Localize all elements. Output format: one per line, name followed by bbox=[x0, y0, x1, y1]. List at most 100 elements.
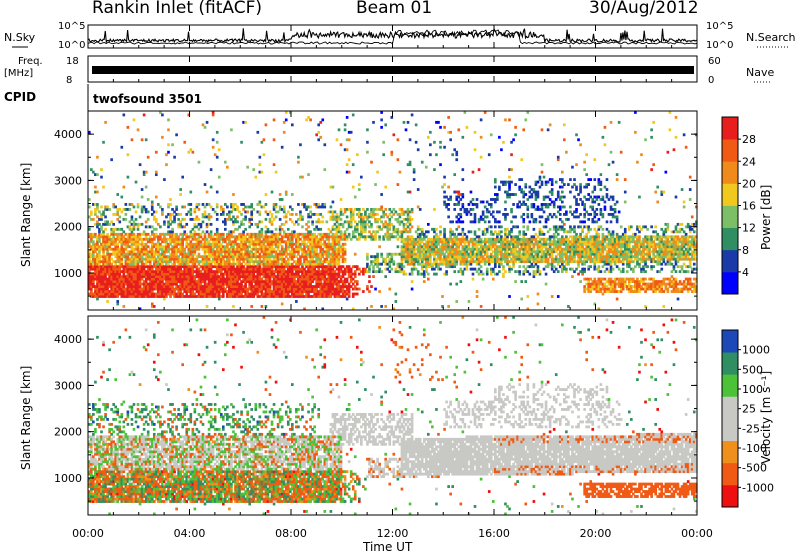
power-cell bbox=[224, 220, 227, 224]
power-cell bbox=[504, 183, 507, 186]
power-cell bbox=[317, 285, 321, 288]
power-cell bbox=[437, 265, 440, 269]
power-cell bbox=[207, 242, 211, 246]
power-cell bbox=[215, 255, 219, 259]
power-cell bbox=[258, 295, 262, 298]
power-cell bbox=[280, 240, 284, 244]
power-cell bbox=[264, 225, 268, 229]
power-cell bbox=[258, 272, 262, 276]
power-cell bbox=[337, 242, 341, 246]
power-cell bbox=[108, 222, 111, 226]
power-cell bbox=[209, 230, 213, 234]
power-cell bbox=[96, 290, 99, 293]
power-cell bbox=[240, 240, 243, 244]
power-cell bbox=[455, 252, 459, 256]
power-cell bbox=[175, 292, 178, 296]
power-cell bbox=[211, 235, 215, 239]
power-cell bbox=[429, 257, 432, 261]
power-cell bbox=[276, 272, 280, 276]
freq-tick-bottom: 8 bbox=[66, 75, 72, 86]
power-cell bbox=[183, 270, 187, 274]
power-cell bbox=[347, 290, 351, 293]
power-cell bbox=[240, 287, 243, 291]
power-cell bbox=[433, 262, 436, 266]
power-cell bbox=[215, 277, 219, 281]
power-cell bbox=[303, 277, 306, 281]
power-cell bbox=[132, 267, 136, 271]
power-cell bbox=[416, 262, 420, 266]
power-cell bbox=[457, 232, 461, 236]
power-cell bbox=[207, 255, 211, 259]
power-cell bbox=[118, 275, 122, 279]
power-cell bbox=[205, 290, 209, 293]
power-cell bbox=[254, 255, 258, 259]
power-cell bbox=[90, 260, 93, 264]
power-cell bbox=[183, 225, 187, 229]
power-cell bbox=[311, 245, 314, 249]
power-cell bbox=[140, 290, 144, 293]
power-cell bbox=[112, 235, 115, 239]
power-cell bbox=[416, 232, 420, 236]
power-cell bbox=[325, 285, 329, 288]
power-cell bbox=[443, 200, 446, 204]
power-cell bbox=[177, 247, 180, 251]
power-cell bbox=[307, 277, 310, 281]
power-cell bbox=[238, 292, 241, 296]
power-cell bbox=[278, 287, 282, 291]
power-cell bbox=[447, 252, 450, 256]
power-cell bbox=[165, 163, 168, 167]
power-cell bbox=[345, 235, 349, 239]
power-cell bbox=[307, 220, 310, 224]
power-cell bbox=[272, 285, 276, 288]
power-cell bbox=[317, 280, 321, 283]
power-cell bbox=[366, 150, 369, 154]
power-cell bbox=[122, 290, 126, 293]
power-cell bbox=[386, 237, 390, 241]
power-cell bbox=[248, 232, 251, 236]
power-cell bbox=[124, 255, 128, 259]
power-cell bbox=[307, 267, 310, 271]
power-cell bbox=[272, 277, 276, 281]
power-cell bbox=[461, 237, 465, 241]
power-cell bbox=[98, 235, 101, 239]
power-cell bbox=[392, 235, 396, 239]
power-cell bbox=[323, 295, 327, 298]
power-cell bbox=[92, 285, 95, 288]
power-cell bbox=[187, 247, 191, 251]
power-cell bbox=[175, 232, 178, 236]
power-cell bbox=[424, 240, 428, 244]
power-cell bbox=[234, 220, 237, 224]
power-cell bbox=[485, 230, 489, 234]
power-cell bbox=[173, 272, 176, 276]
power-cell bbox=[435, 232, 438, 236]
power-cell bbox=[142, 292, 146, 296]
power-cell bbox=[205, 240, 209, 244]
power-cell bbox=[427, 237, 430, 241]
power-cell bbox=[496, 260, 499, 264]
power-cell bbox=[165, 290, 168, 293]
power-cell bbox=[197, 290, 201, 293]
power-cell bbox=[106, 220, 109, 224]
power-cell bbox=[130, 295, 134, 298]
power-cell bbox=[402, 265, 406, 269]
power-cell bbox=[331, 292, 335, 296]
power-cell bbox=[189, 280, 193, 283]
power-cell bbox=[384, 225, 388, 229]
power-cell bbox=[240, 247, 243, 251]
power-cell bbox=[130, 242, 134, 246]
power-cell bbox=[179, 277, 182, 281]
power-cell bbox=[345, 270, 349, 274]
power-cell bbox=[284, 111, 288, 114]
power-cell bbox=[219, 260, 223, 264]
power-cell bbox=[258, 265, 262, 269]
power-cell bbox=[114, 237, 118, 241]
power-cell bbox=[228, 250, 231, 254]
power-cell bbox=[150, 282, 154, 286]
power-cell bbox=[258, 232, 262, 236]
power-cell bbox=[483, 237, 487, 241]
power-cell bbox=[410, 255, 414, 259]
power-cell bbox=[494, 252, 497, 256]
power-cell bbox=[154, 272, 158, 276]
power-cell bbox=[504, 257, 507, 261]
power-cell bbox=[236, 275, 239, 279]
